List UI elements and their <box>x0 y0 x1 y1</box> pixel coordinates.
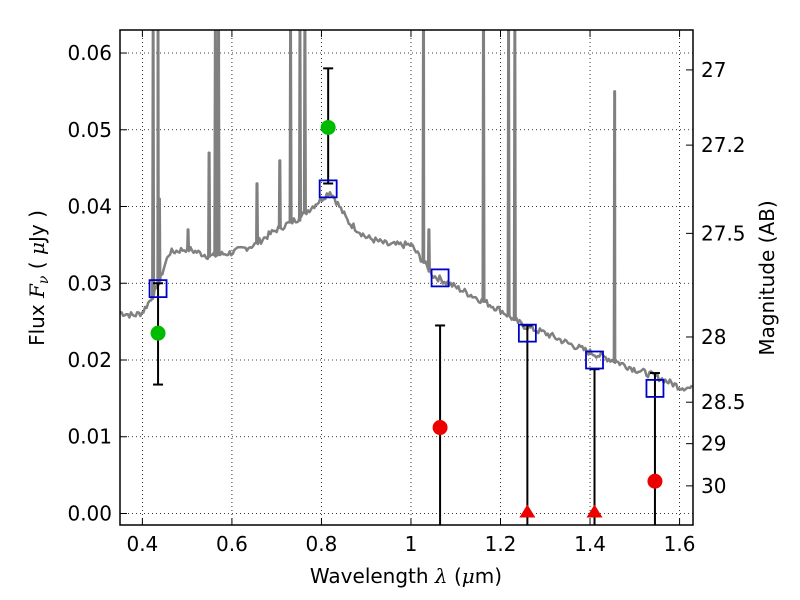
x-axis: 0.4 0.6 0.8 1 1.2 1.4 1.6 <box>126 30 695 556</box>
x-tick-label: 1.6 <box>664 532 696 556</box>
y2-tick-label: 30 <box>701 474 726 498</box>
x-tick-label: 0.8 <box>306 532 338 556</box>
y-tick-label: 0.03 <box>67 271 112 295</box>
x-tick-label: 1 <box>405 532 418 556</box>
upper-limit-triangle <box>519 504 536 518</box>
limit-point <box>432 420 448 436</box>
x-tick-label: 1.2 <box>485 532 517 556</box>
model-square <box>430 268 450 288</box>
y-tick-label: 0.01 <box>67 425 112 449</box>
y2-tick-label: 27.2 <box>701 133 746 157</box>
detection-point <box>320 119 336 135</box>
model-square <box>318 179 338 199</box>
y2-axis-label: Magnitude (AB) <box>755 200 779 355</box>
spectrum-line <box>120 30 693 392</box>
y2-tick-label: 27.5 <box>701 221 746 245</box>
y-tick-label: 0.02 <box>67 348 112 372</box>
x-tick-label: 0.6 <box>216 532 248 556</box>
y-axis-label: Flux Fν ( μJy ) <box>25 210 52 346</box>
x-tick-label: 0.4 <box>126 532 158 556</box>
y2-tick-label: 28.5 <box>701 390 746 414</box>
y-tick-label: 0.06 <box>67 41 112 65</box>
limit-point <box>647 473 663 489</box>
y2-axis: 27 27.2 27.5 28 28.5 29 30 <box>686 58 746 498</box>
model-square <box>148 279 168 299</box>
model-square <box>517 323 537 343</box>
x-axis-label: Wavelength λ (μm) <box>310 564 502 588</box>
x-tick-label: 1.4 <box>574 532 606 556</box>
model-square <box>645 378 665 398</box>
y2-tick-label: 27 <box>701 58 726 82</box>
data-markers <box>148 119 665 518</box>
y2-tick-label: 28 <box>701 325 726 349</box>
y-tick-label: 0.05 <box>67 118 112 142</box>
error-bars <box>153 67 660 525</box>
y2-tick-label: 29 <box>701 432 726 456</box>
grid <box>120 30 693 525</box>
y-axis: 0.00 0.01 0.02 0.03 0.04 0.05 0.06 <box>67 41 127 525</box>
y-tick-label: 0.00 <box>67 501 112 525</box>
upper-limit-triangle <box>586 504 603 518</box>
plot-frame <box>119 29 694 526</box>
model-square <box>585 350 604 370</box>
y-tick-label: 0.04 <box>67 195 112 219</box>
detection-point <box>150 325 166 341</box>
